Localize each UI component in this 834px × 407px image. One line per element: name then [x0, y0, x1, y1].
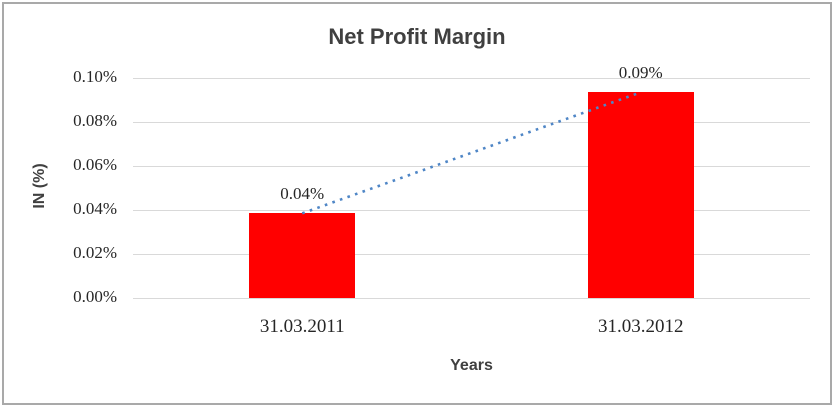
data-label: 0.04%: [280, 184, 325, 204]
y-axis-tick-label: 0.10%: [73, 67, 117, 86]
y-axis-title: IN (%): [31, 163, 48, 209]
y-axis-tick-label: 0.04%: [73, 199, 117, 218]
y-axis-tick-label: 0.02%: [73, 243, 117, 262]
gridline: [133, 77, 810, 79]
x-category-label: 31.03.2012: [598, 316, 684, 337]
y-axis-tick-label: 0.08%: [73, 111, 117, 130]
x-category-label: 31.03.2011: [259, 316, 345, 337]
gridline: [133, 121, 810, 123]
y-axis-tick-label: 0.00%: [73, 287, 117, 306]
x-axis-title: Years: [450, 357, 493, 374]
gridline: [133, 253, 810, 255]
gridline: [133, 165, 810, 167]
gridline: [133, 209, 810, 211]
chart-title: Net Profit Margin: [328, 24, 506, 49]
bar-31.03.2012[interactable]: [587, 92, 694, 298]
bar-31.03.2011[interactable]: [249, 213, 356, 298]
gridline: [133, 297, 810, 299]
data-label: 0.09%: [618, 63, 663, 83]
y-axis-tick-label: 0.06%: [73, 155, 117, 174]
